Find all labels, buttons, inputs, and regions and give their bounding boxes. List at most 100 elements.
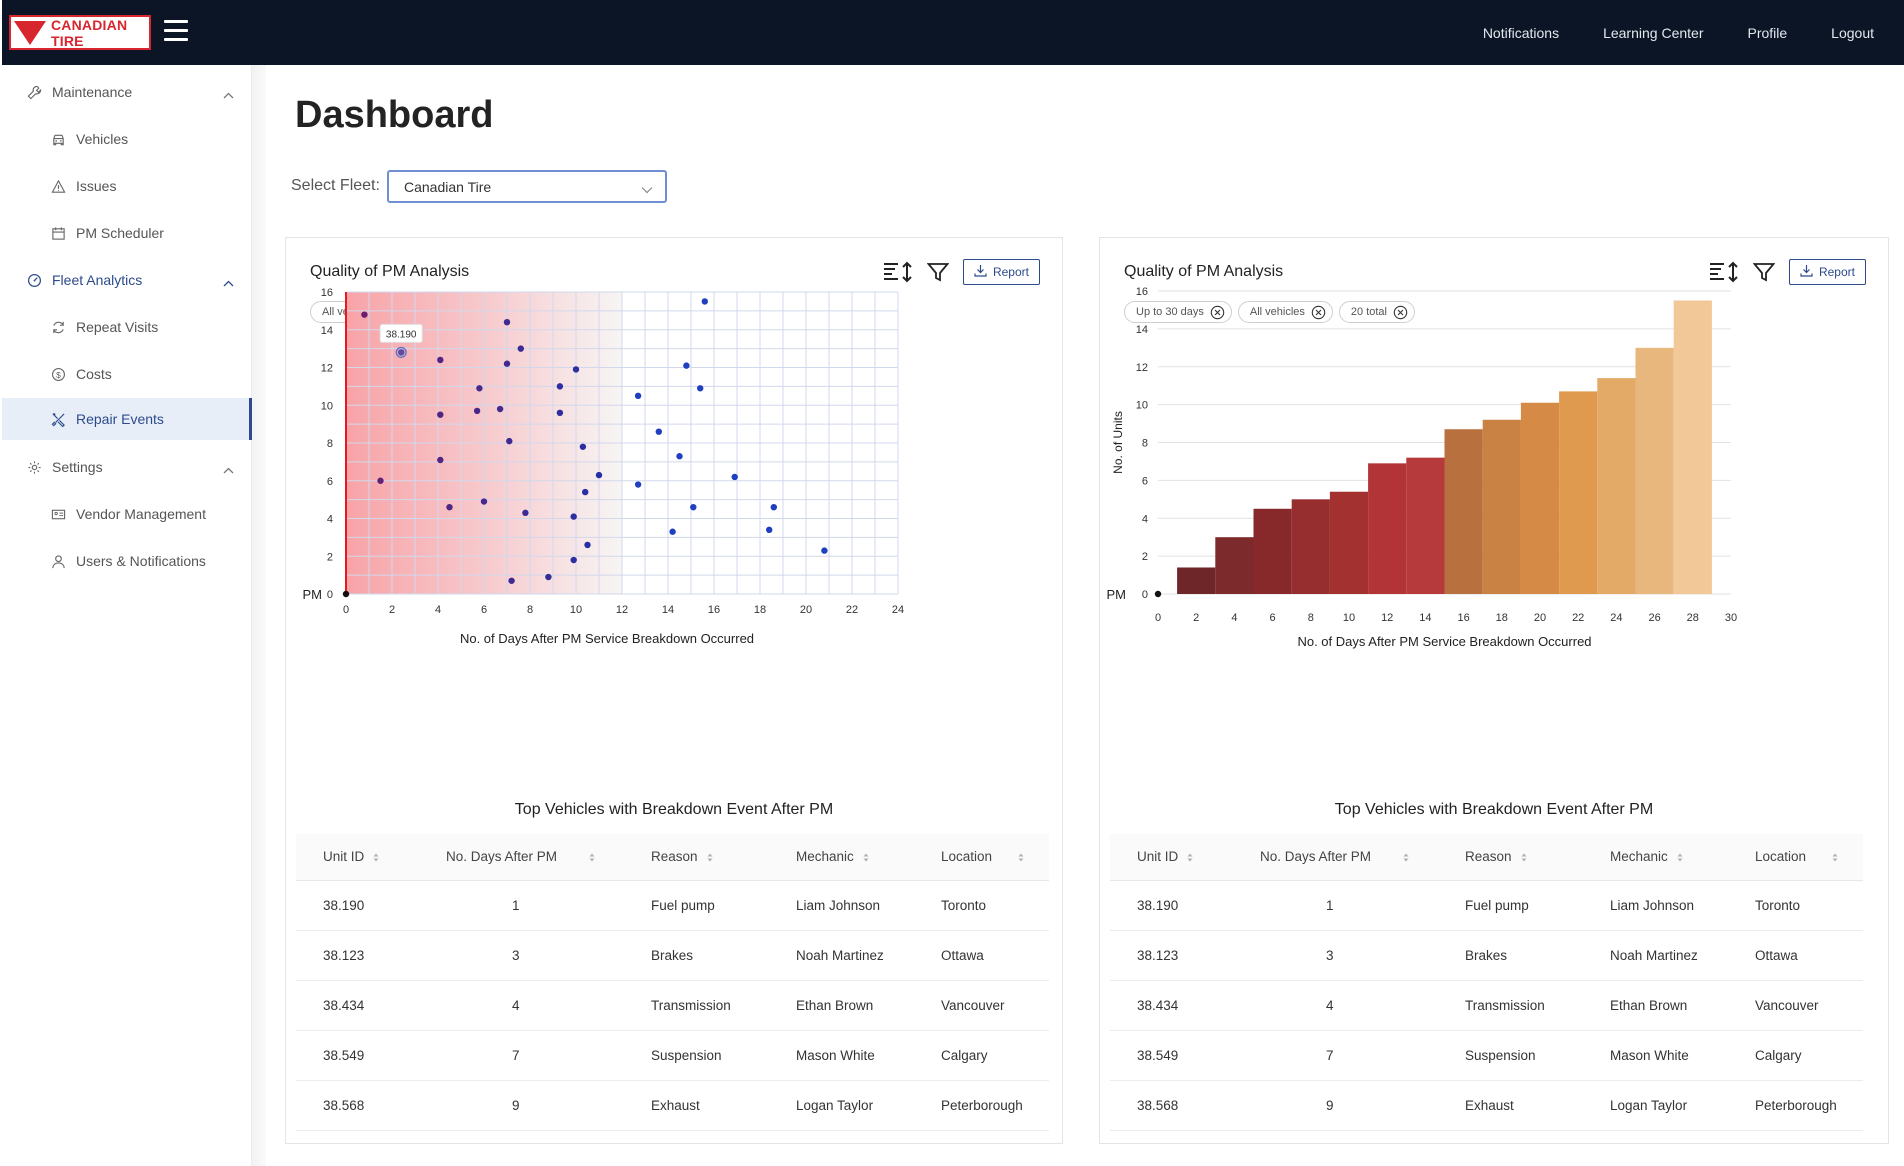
x-axis-label: No. of Days After PM Service Breakdown O… — [460, 631, 754, 646]
sort-arrows-icon[interactable] — [1187, 850, 1193, 865]
sort-arrows-icon[interactable] — [1018, 850, 1024, 865]
table-cell: Liam Johnson — [1610, 880, 1755, 931]
nav-profile[interactable]: Profile — [1747, 24, 1788, 41]
chevron-up-icon[interactable] — [223, 274, 234, 290]
x-axis-label: No. of Days After PM Service Breakdown O… — [1297, 634, 1591, 649]
table-cell: Logan Taylor — [1610, 1080, 1755, 1131]
histogram-bar — [1673, 300, 1712, 594]
sort-icon[interactable] — [883, 261, 913, 283]
table-row[interactable]: 38.549 7 Suspension Mason White Calgary — [1110, 1030, 1863, 1081]
column-header-label: Unit ID — [1137, 848, 1179, 864]
sort-arrows-icon[interactable] — [1403, 850, 1409, 865]
x-tick-label: 12 — [1381, 612, 1393, 624]
table-row[interactable]: 38.123 3 Brakes Noah Martinez Ottawa — [296, 930, 1049, 981]
scatter-point — [508, 577, 515, 584]
sidebar-item-settings[interactable]: Settings — [2, 447, 252, 487]
column-header[interactable]: Location — [941, 834, 1049, 881]
column-header[interactable]: Location — [1755, 834, 1863, 881]
pm-origin-point — [342, 590, 350, 598]
sort-icon[interactable] — [1709, 261, 1739, 283]
x-tick-label: 20 — [800, 604, 812, 616]
column-header[interactable]: Reason — [651, 834, 796, 881]
scatter-panel: Quality of PM Analysis Report All vehicl… — [285, 237, 1063, 1144]
download-icon — [1800, 264, 1813, 280]
sidebar-item-vehicles[interactable]: Vehicles — [2, 119, 252, 159]
table-row[interactable]: 38.568 9 Exhaust Logan Taylor Peterborough — [1110, 1080, 1863, 1131]
canadian-tire-logo[interactable]: CANADIAN TIRE — [9, 15, 151, 73]
sidebar-item-fleet-analytics[interactable]: Fleet Analytics — [2, 260, 252, 300]
chevron-up-icon[interactable] — [223, 461, 234, 477]
close-circle-icon[interactable] — [1393, 305, 1408, 320]
user-icon — [50, 553, 66, 569]
report-button[interactable]: Report — [1788, 259, 1866, 285]
table-row[interactable]: 38.434 4 Transmission Ethan Brown Vancouver — [296, 980, 1049, 1031]
table-row[interactable]: 38.190 1 Fuel pump Liam Johnson Toronto — [1110, 880, 1863, 931]
pm-origin-label: PM — [1107, 587, 1127, 602]
nav-logout[interactable]: Logout — [1831, 24, 1874, 41]
vehicles-table: Unit ID No. Days After PM Reason Mechanic Lo… — [296, 834, 1049, 1131]
sidebar-item-repeat-visits[interactable]: Repeat Visits — [2, 307, 252, 347]
table-row[interactable]: 38.123 3 Brakes Noah Martinez Ottawa — [1110, 930, 1863, 981]
histogram-bar — [1215, 537, 1254, 594]
chip-label: 20 total — [1350, 306, 1387, 318]
scatter-point — [821, 547, 828, 554]
close-circle-icon[interactable] — [1311, 305, 1326, 320]
table-row[interactable]: 38.549 7 Suspension Mason White Calgary — [296, 1030, 1049, 1081]
sort-arrows-icon[interactable] — [1677, 850, 1683, 865]
filter-icon[interactable] — [1752, 262, 1775, 282]
sort-arrows-icon[interactable] — [589, 850, 595, 865]
table-title: Top Vehicles with Breakdown Event After … — [1334, 801, 1654, 818]
column-header-label: No. Days After PM — [1260, 848, 1372, 864]
sidebar-item-vendor-management[interactable]: Vendor Management — [2, 494, 252, 534]
scatter-point — [446, 503, 453, 511]
sidebar-item-pm-scheduler[interactable]: PM Scheduler — [2, 213, 252, 253]
x-tick-label: 6 — [1270, 612, 1276, 624]
column-header[interactable]: No. Days After PM — [1260, 834, 1465, 881]
panel-toolbar: Report — [1709, 259, 1866, 285]
scatter-point — [506, 437, 513, 445]
column-header[interactable]: Mechanic — [1610, 834, 1755, 881]
table-cell: 38.568 — [1110, 1080, 1260, 1131]
table-cell: 38.190 — [1110, 880, 1260, 931]
column-header[interactable]: Mechanic — [796, 834, 941, 881]
sort-arrows-icon[interactable] — [1832, 850, 1838, 865]
filter-chip: Up to 30 days — [1124, 301, 1232, 323]
nav-notifications[interactable]: Notifications — [1482, 24, 1560, 41]
column-header-label: Mechanic — [1610, 848, 1668, 864]
nav-learning-center[interactable]: Learning Center — [1603, 24, 1704, 41]
menu-icon[interactable] — [164, 20, 188, 42]
sidebar-item-users-notifications[interactable]: Users & Notifications — [2, 541, 252, 581]
column-header[interactable]: Unit ID — [1110, 834, 1260, 881]
y-tick-label: 12 — [321, 363, 333, 375]
x-tick-label: 0 — [1155, 612, 1161, 624]
report-button[interactable]: Report — [962, 259, 1040, 285]
column-header[interactable]: Reason — [1465, 834, 1610, 881]
close-circle-icon[interactable] — [1210, 305, 1225, 320]
sort-arrows-icon[interactable] — [1521, 850, 1527, 865]
filter-icon[interactable] — [926, 262, 949, 282]
table-cell: 4 — [446, 980, 651, 1031]
pm-origin-label: PM — [303, 587, 323, 602]
column-header[interactable]: Unit ID — [296, 834, 446, 881]
column-header[interactable]: No. Days After PM — [446, 834, 651, 881]
table-row[interactable]: 38.190 1 Fuel pump Liam Johnson Toronto — [296, 880, 1049, 931]
table-cell: Fuel pump — [1465, 880, 1610, 931]
table-row[interactable]: 38.434 4 Transmission Ethan Brown Vancouver — [1110, 980, 1863, 1031]
sidebar-item-issues[interactable]: Issues — [2, 166, 252, 206]
table-cell: 9 — [446, 1080, 651, 1131]
chevron-up-icon[interactable] — [223, 86, 234, 102]
x-tick-label: 26 — [1648, 612, 1660, 624]
sort-arrows-icon[interactable] — [707, 850, 713, 865]
panel-title: Quality of PM Analysis — [310, 263, 470, 280]
y-tick-label: 8 — [1142, 438, 1148, 450]
sidebar-item-repair-events[interactable]: Repair Events — [2, 398, 252, 440]
sidebar-item-maintenance[interactable]: Maintenance — [2, 72, 252, 112]
table-row[interactable]: 38.568 9 Exhaust Logan Taylor Peterborough — [296, 1080, 1049, 1131]
y-tick-label: 16 — [1136, 286, 1148, 298]
panel-toolbar: Report — [883, 259, 1040, 285]
sort-arrows-icon[interactable] — [863, 850, 869, 865]
table-cell: 38.190 — [296, 880, 446, 931]
sort-arrows-icon[interactable] — [373, 850, 379, 865]
fleet-select[interactable]: Canadian Tire — [387, 170, 667, 203]
sidebar-item-costs[interactable]: $ Costs — [2, 354, 252, 394]
